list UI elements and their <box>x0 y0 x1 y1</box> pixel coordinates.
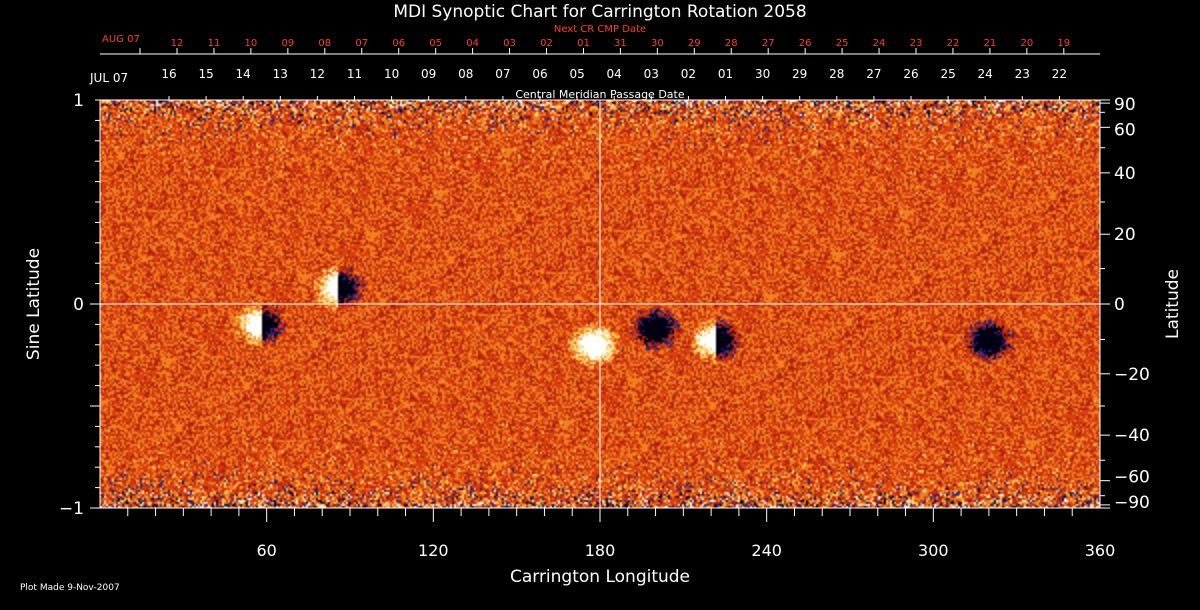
next-cr-date-label: 22 <box>947 38 960 49</box>
right-tick-label: 0 <box>1114 295 1125 315</box>
cmp-date-label: 27 <box>866 67 881 81</box>
cmp-date-label: 24 <box>978 67 993 81</box>
x-axis-label: Carrington Longitude <box>510 567 690 587</box>
next-cr-date-label: 30 <box>651 38 664 49</box>
left-tick-label: 1 <box>73 91 84 111</box>
y-axis-label-right: Latitude <box>1163 269 1183 339</box>
right-tick-label: −40 <box>1114 426 1150 446</box>
next-cr-date-label: 28 <box>725 38 738 49</box>
next-cr-date-label: 04 <box>466 38 479 49</box>
x-tick-label: 120 <box>418 541 449 560</box>
cmp-date-label: 05 <box>569 67 584 81</box>
next-cr-date-label: 05 <box>429 38 442 49</box>
right-tick-label: −90 <box>1114 493 1150 513</box>
cmp-date-label: 15 <box>198 67 213 81</box>
next-cr-date-label: 11 <box>208 38 221 49</box>
cmp-date-label: 01 <box>718 67 733 81</box>
bottom-axis-ticks: 60 120 180 240 300 360 <box>127 508 1116 560</box>
next-cr-date-label: 25 <box>836 38 849 49</box>
next-cr-date-label: 03 <box>503 38 516 49</box>
cmp-date-label: 04 <box>607 67 622 81</box>
cmp-date-label: 30 <box>755 67 770 81</box>
right-tick-label: −60 <box>1114 468 1150 488</box>
cmp-date-label: 09 <box>421 67 436 81</box>
chart-title: MDI Synoptic Chart for Carrington Rotati… <box>393 2 806 22</box>
next-cr-date-label: 21 <box>984 38 997 49</box>
cmp-date-label: 10 <box>384 67 399 81</box>
next-cr-start: AUG 07 <box>102 34 140 45</box>
next-cr-date-label: 20 <box>1020 38 1033 49</box>
cmp-date-label: 28 <box>829 67 844 81</box>
cmp-date-label: 13 <box>273 67 288 81</box>
cmp-date-label: 14 <box>236 67 251 81</box>
next-cr-date-label: 01 <box>577 38 590 49</box>
next-cr-date-label: 23 <box>910 38 923 49</box>
cmp-date-label: 25 <box>940 67 955 81</box>
right-axis-ticks: 90 60 40 20 0 −20 −40 −60 −90 <box>1100 95 1150 513</box>
next-cr-date-label: 12 <box>171 38 184 49</box>
cmp-date-label: 11 <box>347 67 362 81</box>
right-tick-label: 60 <box>1114 120 1136 140</box>
cmp-date-label: 02 <box>681 67 696 81</box>
y-axis-label-left: Sine Latitude <box>24 248 44 360</box>
cmp-date-label: 26 <box>903 67 918 81</box>
right-tick-label: 40 <box>1114 164 1136 184</box>
next-cr-ticks: 12 11 10 09 08 07 06 05 04 03 02 01 31 30 29 28 27 26 25 24… <box>139 38 1070 54</box>
left-tick-label: −1 <box>59 499 84 519</box>
x-tick-label: 180 <box>585 541 616 560</box>
x-tick-label: 240 <box>751 541 782 560</box>
next-cr-date-label: 26 <box>799 38 812 49</box>
cmp-date-label: 08 <box>458 67 473 81</box>
cmp-date-label: 22 <box>1052 67 1067 81</box>
cmp-date-label: 03 <box>644 67 659 81</box>
cmp-date-label: 16 <box>161 67 176 81</box>
x-tick-label: 360 <box>1085 541 1116 560</box>
next-cr-date-label: 10 <box>245 38 258 49</box>
next-cr-date-label: 31 <box>614 38 627 49</box>
next-cr-date-label: 06 <box>392 38 405 49</box>
x-tick-label: 300 <box>918 541 949 560</box>
next-cr-date-label: 02 <box>540 38 553 49</box>
right-tick-label: 20 <box>1114 225 1136 245</box>
cmp-date-ticks: 16 15 14 13 12 11 10 09 08 07 06 05 04 03 02 01 30 29 28 27… <box>161 67 1067 100</box>
right-tick-label: 90 <box>1114 95 1136 115</box>
right-tick-label: −20 <box>1114 365 1150 385</box>
cmp-date-label: 23 <box>1015 67 1030 81</box>
cmp-date-label: 12 <box>310 67 325 81</box>
cmp-date-label: 29 <box>792 67 807 81</box>
next-cr-label: Next CR CMP Date <box>554 24 646 35</box>
next-cr-date-label: 19 <box>1057 38 1070 49</box>
next-cr-date-label: 09 <box>281 38 294 49</box>
x-tick-label: 60 <box>256 541 276 560</box>
next-cr-date-label: 08 <box>318 38 331 49</box>
next-cr-date-label: 27 <box>762 38 775 49</box>
cmp-axis-label: Central Meridian Passage Date <box>515 88 684 101</box>
cmp-start-label: JUL 07 <box>89 71 128 85</box>
next-cr-date-label: 24 <box>873 38 886 49</box>
cmp-date-label: 06 <box>532 67 547 81</box>
plot-made-note: Plot Made 9-Nov-2007 <box>20 583 120 593</box>
left-axis-ticks: 1 0 −1 <box>59 91 100 519</box>
cmp-date-label: 07 <box>495 67 510 81</box>
next-cr-date-label: 29 <box>688 38 701 49</box>
left-tick-label: 0 <box>73 295 84 315</box>
next-cr-date-label: 07 <box>355 38 368 49</box>
